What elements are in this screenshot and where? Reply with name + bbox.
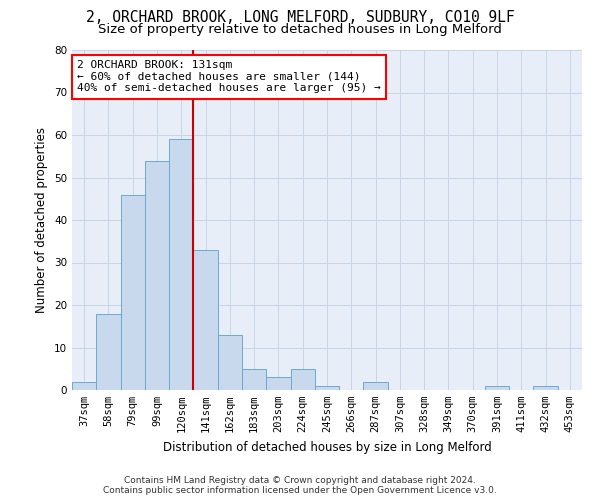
Text: Size of property relative to detached houses in Long Melford: Size of property relative to detached ho… [98, 22, 502, 36]
Bar [533, 386, 558, 390]
Bar [266, 378, 290, 390]
Text: 2, ORCHARD BROOK, LONG MELFORD, SUDBURY, CO10 9LF: 2, ORCHARD BROOK, LONG MELFORD, SUDBURY,… [86, 10, 514, 25]
Bar [193, 250, 218, 390]
Bar [218, 335, 242, 390]
Bar [315, 386, 339, 390]
Text: Contains HM Land Registry data © Crown copyright and database right 2024.
Contai: Contains HM Land Registry data © Crown c… [103, 476, 497, 495]
Bar [169, 139, 193, 390]
Text: 2 ORCHARD BROOK: 131sqm
← 60% of detached houses are smaller (144)
40% of semi-d: 2 ORCHARD BROOK: 131sqm ← 60% of detache… [77, 60, 381, 94]
X-axis label: Distribution of detached houses by size in Long Melford: Distribution of detached houses by size … [163, 440, 491, 454]
Y-axis label: Number of detached properties: Number of detached properties [35, 127, 49, 313]
Bar [96, 314, 121, 390]
Bar [290, 369, 315, 390]
Bar [364, 382, 388, 390]
Bar [72, 382, 96, 390]
Bar [145, 160, 169, 390]
Bar [485, 386, 509, 390]
Bar [242, 369, 266, 390]
Bar [121, 194, 145, 390]
